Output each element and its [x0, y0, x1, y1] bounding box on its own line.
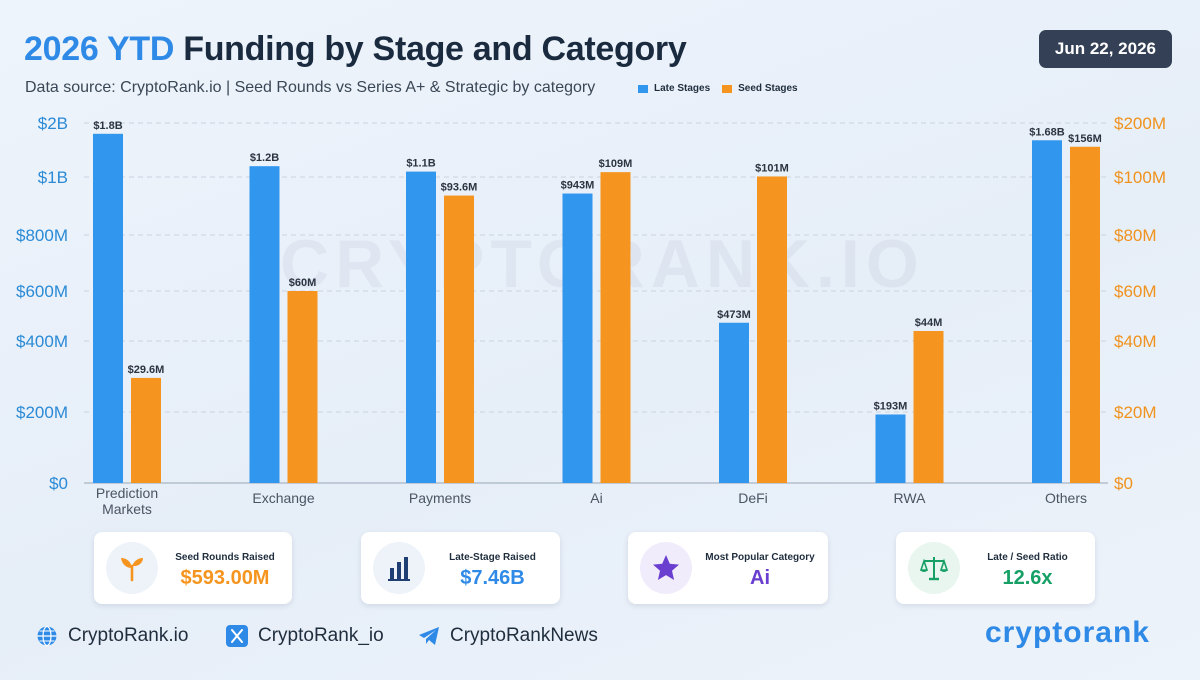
card-popular-text: Most Popular Category Ai [700, 552, 820, 590]
data-label-seed: $101M [755, 162, 789, 174]
x-tick-label: Others [1045, 490, 1087, 506]
card-popular-label: Most Popular Category [705, 552, 815, 563]
card-late-text: Late-Stage Raised $7.46B [433, 552, 552, 590]
x-tick-label: Payments [409, 490, 471, 506]
y-left-tick-label: $800M [16, 226, 68, 245]
y-right-tick-label: $40M [1114, 332, 1157, 351]
data-label-seed: $156M [1068, 133, 1102, 145]
watermark: CRYPTORANK.IO [280, 225, 925, 303]
card-seed-text: Seed Rounds Raised $593.00M [166, 552, 284, 590]
y-left-tick-label: $2B [38, 114, 68, 133]
brand-logo: cryptorank [984, 616, 1150, 649]
data-label-seed: $60M [289, 277, 317, 289]
x-tick-label: Exchange [252, 490, 314, 506]
title-accent: 2026 YTD [24, 30, 175, 68]
x-tick-label: DeFi [738, 490, 768, 506]
y-left-tick-label: $600M [16, 282, 68, 301]
star-icon [640, 542, 692, 594]
bar-chart-icon [373, 542, 425, 594]
x-tick-label: Prediction Markets [96, 485, 158, 517]
card-seed-value: $593.00M [180, 567, 270, 589]
card-ratio: Late / Seed Ratio 12.6x [896, 532, 1095, 604]
chart-legend: Late Stages Seed Stages [638, 83, 798, 94]
footer-website-label: CryptoRank.io [68, 625, 189, 646]
y-right-tick-label: $80M [1114, 226, 1157, 245]
legend-swatch-seed [722, 84, 733, 93]
legend-swatch-late [638, 84, 648, 93]
card-popular-category: Most Popular Category Ai [628, 532, 828, 604]
bar-late-stage [1032, 140, 1062, 483]
telegram-icon [419, 627, 439, 645]
data-label-late: $943M [561, 180, 595, 192]
subtitle: Data source: CryptoRank.io | Seed Rounds… [25, 79, 596, 96]
page-title: 2026 YTD Funding by Stage and Category [24, 30, 687, 69]
data-label-seed: $44M [915, 317, 943, 329]
bar-late-stage [93, 133, 123, 484]
data-label-late: $1.1B [406, 158, 435, 170]
card-ratio-value: 12.6x [1002, 567, 1053, 589]
card-late-label: Late-Stage Raised [449, 552, 536, 563]
legend-label-late: Late Stages [654, 83, 711, 94]
bar-late-stage [719, 322, 749, 483]
data-label-seed: $93.6M [441, 182, 478, 194]
footer-twitter[interactable]: CryptoRank_io [226, 625, 384, 647]
x-twitter-icon [226, 625, 248, 647]
y-left-tick-label: $1B [38, 168, 68, 187]
data-label-late: $1.8B [93, 120, 122, 132]
y-left-tick-label: $200M [16, 403, 68, 422]
bar-seed-stage [600, 172, 631, 483]
y-right-tick-label: $60M [1114, 282, 1157, 301]
legend-item-late: Late Stages [638, 83, 710, 94]
footer-twitter-label: CryptoRank_io [258, 625, 384, 646]
footer-telegram-label: CryptoRankNews [450, 625, 598, 646]
legend-item-seed: Seed Stages [722, 83, 798, 94]
bar-late-stage [562, 193, 593, 483]
y-right-tick-label: $100M [1114, 168, 1166, 187]
sprout-icon [106, 542, 158, 594]
footer-telegram[interactable]: CryptoRankNews [418, 625, 598, 647]
x-tick-label: RWA [894, 490, 927, 506]
funding-bar-chart: $0 $200M $400M $600M $800M $1B $2B $0 $20M $40M $6… [16, 114, 1166, 517]
card-late-stage: Late-Stage Raised $7.46B [361, 532, 560, 604]
footer-website[interactable]: CryptoRank.io [36, 625, 188, 647]
bar-seed-stage [913, 331, 944, 483]
y-left-tick-label: $400M [16, 332, 68, 351]
bar-seed-stage [444, 195, 474, 483]
card-ratio-text: Late / Seed Ratio 12.6x [968, 552, 1087, 590]
data-label-late: $193M [874, 400, 908, 412]
data-label-late: $1.68B [1029, 126, 1065, 138]
title-rest: Funding by Stage and Category [183, 30, 687, 68]
bar-seed-stage [757, 176, 787, 483]
bar-seed-stage [287, 291, 318, 483]
bar-seed-stage [131, 377, 161, 483]
globe-icon [37, 625, 57, 647]
legend-label-seed: Seed Stages [738, 83, 798, 94]
card-popular-value: Ai [750, 567, 770, 589]
bar-late-stage [406, 171, 436, 483]
scale-icon [908, 542, 960, 594]
card-seed-label: Seed Rounds Raised [175, 552, 275, 563]
y-left-tick-label: $0 [49, 474, 68, 493]
bar-late-stage [875, 414, 906, 483]
data-label-seed: $29.6M [128, 364, 165, 376]
x-tick-label: Ai [590, 490, 602, 506]
y-right-tick-label: $200M [1114, 114, 1166, 133]
card-ratio-label: Late / Seed Ratio [987, 552, 1068, 563]
bar-seed-stage [1070, 146, 1100, 483]
data-label-seed: $109M [599, 158, 633, 170]
y-right-tick-label: $0 [1114, 474, 1133, 493]
card-seed-rounds: Seed Rounds Raised $593.00M [94, 532, 292, 604]
data-label-late: $1.2B [250, 152, 279, 164]
date-badge: Jun 22, 2026 [1038, 30, 1172, 68]
card-late-value: $7.46B [460, 567, 525, 589]
data-label-late: $473M [717, 309, 751, 321]
y-right-tick-label: $20M [1114, 403, 1157, 422]
bar-late-stage [249, 166, 280, 483]
